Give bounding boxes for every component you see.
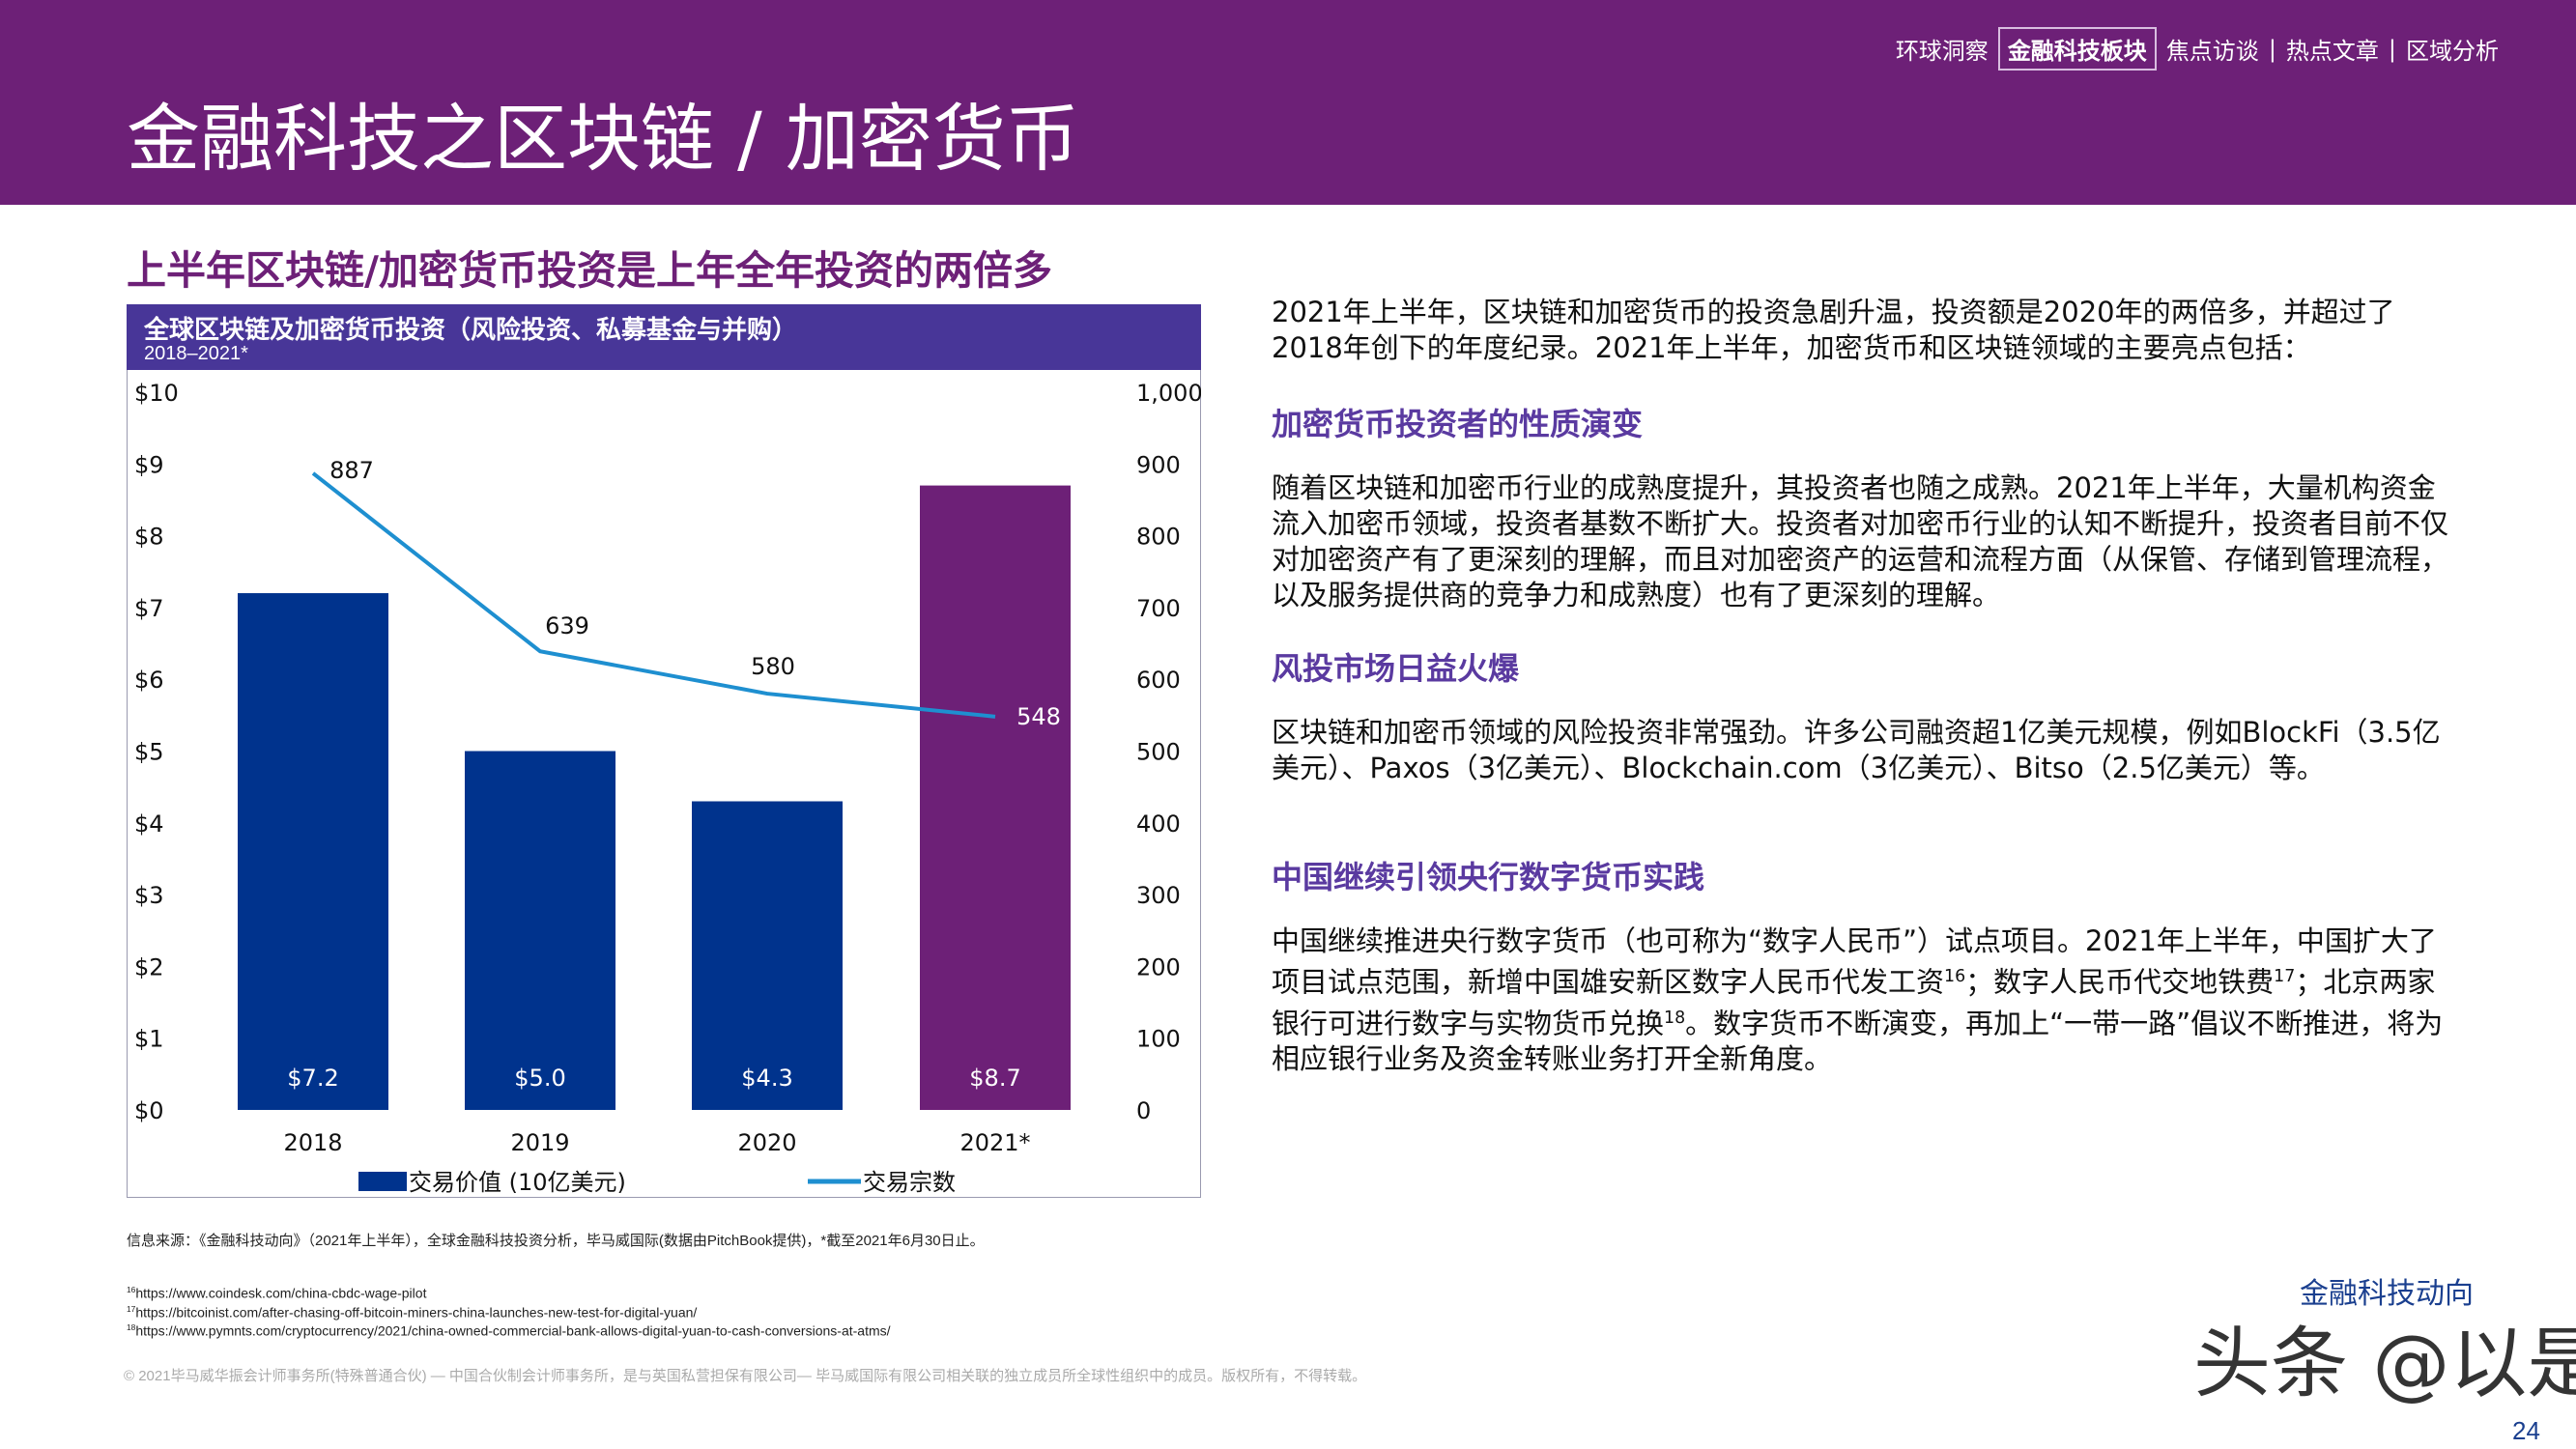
right-axis-tick: 200 xyxy=(1136,953,1181,980)
footnote-ref[interactable]: 17 xyxy=(2274,967,2296,986)
bar-value-label: $4.3 xyxy=(741,1065,792,1092)
right-axis-tick: 500 xyxy=(1136,739,1181,766)
bar-value-label: $5.0 xyxy=(514,1065,565,1092)
subsection-heading-3: 中国继续引领央行数字货币实践 xyxy=(1272,859,1705,895)
bar-2019 xyxy=(465,751,615,1110)
left-axis-tick: $3 xyxy=(134,882,164,909)
bar-line-chart: $0 $1 $2 $3 $4 $5 $6 $7 $8 $9 $10 0 100 200 300 400 500 6… xyxy=(134,380,1201,1196)
subsection-text-2: 区块链和加密币领域的风险投资非常强劲。许多公司融资超1亿美元规模，例如Block… xyxy=(1272,716,2441,784)
left-axis-tick: $7 xyxy=(134,595,164,622)
top-nav: 环球洞察 金融科技板块 焦点访谈 | 热点文章 | 区域分析 xyxy=(1896,27,2499,71)
right-axis-tick: 1,000 xyxy=(1136,380,1201,407)
chart-header: 全球区块链及加密货币投资（风险投资、私募基金与并购） 2018–2021* xyxy=(127,304,1201,370)
subsection-heading-2: 风投市场日益火爆 xyxy=(1272,650,1520,687)
deal-count-label: 580 xyxy=(751,653,795,680)
deal-count-label: 887 xyxy=(329,457,374,484)
footnote-link[interactable]: https://www.coindesk.com/china-cbdc-wage… xyxy=(135,1285,427,1301)
right-axis-tick: 600 xyxy=(1136,667,1181,694)
category-label: 2021* xyxy=(959,1129,1030,1156)
deal-count-label: 639 xyxy=(545,612,589,639)
bar-value-label: $8.7 xyxy=(969,1065,1020,1092)
right-axis-tick: 0 xyxy=(1136,1097,1151,1124)
left-axis-tick: $5 xyxy=(134,739,164,766)
right-axis-tick: 400 xyxy=(1136,810,1181,838)
nav-item-fintech[interactable]: 金融科技板块 xyxy=(1997,27,2157,71)
chart-subtitle: 2018–2021* xyxy=(144,343,248,364)
page-number: 24 xyxy=(2512,1416,2540,1445)
right-axis-tick: 900 xyxy=(1136,451,1181,478)
left-axis-tick: $6 xyxy=(134,667,164,694)
footnote-link[interactable]: https://www.pymnts.com/cryptocurrency/20… xyxy=(135,1322,891,1339)
bar-value-label: $7.2 xyxy=(287,1065,338,1092)
right-axis-tick: 300 xyxy=(1136,882,1181,909)
bar-2018 xyxy=(238,593,388,1110)
right-axis-tick: 800 xyxy=(1136,524,1181,551)
left-axis-tick: $0 xyxy=(134,1097,164,1124)
footnote-ref[interactable]: 18 xyxy=(1664,1008,1686,1028)
category-label: 2019 xyxy=(510,1129,569,1156)
category-label: 2020 xyxy=(737,1129,796,1156)
brand-label: 金融科技动向 xyxy=(2300,1277,2474,1311)
deal-count-line xyxy=(311,471,996,719)
left-axis-tick: $4 xyxy=(134,810,164,838)
left-axis-tick: $2 xyxy=(134,953,164,980)
left-axis-tick: $1 xyxy=(134,1026,164,1053)
left-axis-tick: $8 xyxy=(134,524,164,551)
footnote-17: 17https://bitcoinist.com/after-chasing-o… xyxy=(127,1304,698,1321)
subsection-text-3: 中国继续推进央行数字货币（也可称为“数字人民币”）试点项目。2021年上半年，中… xyxy=(1272,924,2444,1076)
footnote-link[interactable]: https://bitcoinist.com/after-chasing-off… xyxy=(135,1304,698,1321)
bar-2020 xyxy=(692,801,843,1110)
nav-item-global-insights[interactable]: 环球洞察 xyxy=(1895,38,1989,65)
watermark: 头条 @以是 xyxy=(2193,1319,2576,1408)
legend-bar-label: 交易价值 (10亿美元) xyxy=(409,1169,626,1196)
subsection-heading-1: 加密货币投资者的性质演变 xyxy=(1272,406,1644,442)
footnote-ref[interactable]: 16 xyxy=(1944,967,1966,986)
source-note: 信息来源：《金融科技动向》（2021年上半年），全球金融科技投资分析，毕马威国际… xyxy=(127,1233,985,1249)
nav-item-interviews[interactable]: 焦点访谈 xyxy=(2165,38,2259,65)
right-axis-tick: 100 xyxy=(1136,1026,1181,1053)
chart-title: 全球区块链及加密货币投资（风险投资、私募基金与并购） xyxy=(144,316,798,345)
section-heading: 上半年区块链/加密货币投资是上年全年投资的两倍多 xyxy=(127,247,1052,294)
bar-2021* xyxy=(920,485,1071,1111)
copyright: © 2021毕马威华振会计师事务所(特殊普通合伙) — 中国合伙制会计师事务所，… xyxy=(124,1368,1367,1384)
nav-item-regional[interactable]: 区域分析 xyxy=(2406,38,2499,65)
deal-count-label: 548 xyxy=(1016,703,1061,730)
subsection-text-1: 随着区块链和加密币行业的成熟度提升，其投资者也随之成熟。2021年上半年，大量机… xyxy=(1272,471,2449,611)
legend-line-label: 交易宗数 xyxy=(863,1169,956,1196)
footnote-16: 16https://www.coindesk.com/china-cbdc-wa… xyxy=(127,1285,427,1301)
category-label: 2018 xyxy=(283,1129,342,1156)
left-axis-tick: $10 xyxy=(134,380,179,407)
legend-bar-swatch xyxy=(358,1172,407,1191)
page-title: 金融科技之区块链 / 加密货币 xyxy=(127,96,1079,182)
nav-item-articles[interactable]: 热点文章 xyxy=(2285,38,2379,65)
left-axis-tick: $9 xyxy=(134,451,164,478)
right-axis-tick: 700 xyxy=(1136,595,1181,622)
footnote-18: 18https://www.pymnts.com/cryptocurrency/… xyxy=(127,1322,891,1339)
header-band xyxy=(0,0,2576,205)
intro-paragraph: 2021年上半年，区块链和加密货币的投资急剧升温，投资额是2020年的两倍多，并… xyxy=(1272,296,2395,364)
